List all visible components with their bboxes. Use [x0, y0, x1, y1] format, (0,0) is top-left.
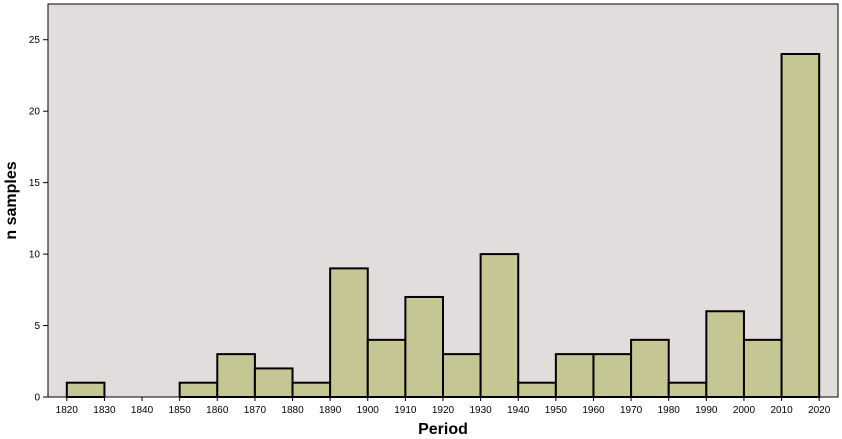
bar-2010-2020 — [780, 53, 821, 398]
x-tick-label: 1890 — [319, 405, 342, 416]
x-tick-label: 1960 — [582, 405, 605, 416]
bar-1990-2000 — [705, 310, 745, 398]
y-tick-label: 10 — [29, 250, 41, 261]
bar-1980-1990 — [667, 381, 708, 398]
y-tick-label: 20 — [29, 107, 41, 118]
x-tick-label: 1940 — [507, 405, 530, 416]
x-tick-label: 1820 — [56, 405, 79, 416]
bar-1820-1830 — [65, 381, 106, 398]
bars-group — [65, 53, 821, 398]
x-tick-label: 1880 — [281, 405, 304, 416]
x-tick-label: 1970 — [620, 405, 643, 416]
x-tick-label: 1910 — [394, 405, 417, 416]
x-tick-label: 1860 — [206, 405, 229, 416]
bar-1860-1870 — [216, 353, 256, 398]
bar-1940-1950 — [517, 381, 557, 398]
x-tick-label: 1870 — [244, 405, 267, 416]
x-axis-title: Period — [418, 421, 468, 438]
bar-1930-1940 — [479, 253, 520, 398]
x-tick-label: 2010 — [770, 405, 793, 416]
x-tick-label: 1840 — [131, 405, 154, 416]
bar-1850-1860 — [178, 381, 219, 398]
x-tick-label: 1990 — [695, 405, 718, 416]
x-tick-label: 2020 — [808, 405, 831, 416]
x-tick-label: 1850 — [169, 405, 192, 416]
bar-1970-1980 — [630, 338, 670, 398]
x-tick-label: 1980 — [658, 405, 681, 416]
y-tick-label: 0 — [34, 393, 40, 404]
bar-1900-1910 — [366, 338, 407, 398]
bar-1870-1880 — [253, 367, 294, 398]
bar-1920-1930 — [442, 353, 482, 398]
bar-2000-2010 — [742, 338, 783, 398]
x-tick-label: 1950 — [545, 405, 568, 416]
y-axis-ticks: 0 5 10 15 20 25 — [29, 35, 48, 404]
x-tick-label: 1920 — [432, 405, 455, 416]
x-tick-label: 1930 — [469, 405, 492, 416]
y-tick-label: 15 — [29, 178, 41, 189]
x-axis-ticks: 1820 1830 1840 1850 1860 1870 1880 1890 1900 1910… — [56, 397, 831, 416]
bar-1950-1960 — [554, 353, 595, 398]
bar-1910-1920 — [404, 295, 444, 398]
y-axis-title: n samples — [3, 161, 20, 239]
x-tick-label: 1830 — [93, 405, 116, 416]
bar-1960-1970 — [592, 353, 633, 398]
x-tick-label: 2000 — [733, 405, 756, 416]
y-tick-label: 5 — [34, 321, 40, 332]
bar-1890-1900 — [329, 267, 369, 398]
x-tick-label: 1900 — [357, 405, 380, 416]
y-tick-label: 25 — [29, 35, 41, 46]
bar-1880-1890 — [291, 381, 332, 398]
